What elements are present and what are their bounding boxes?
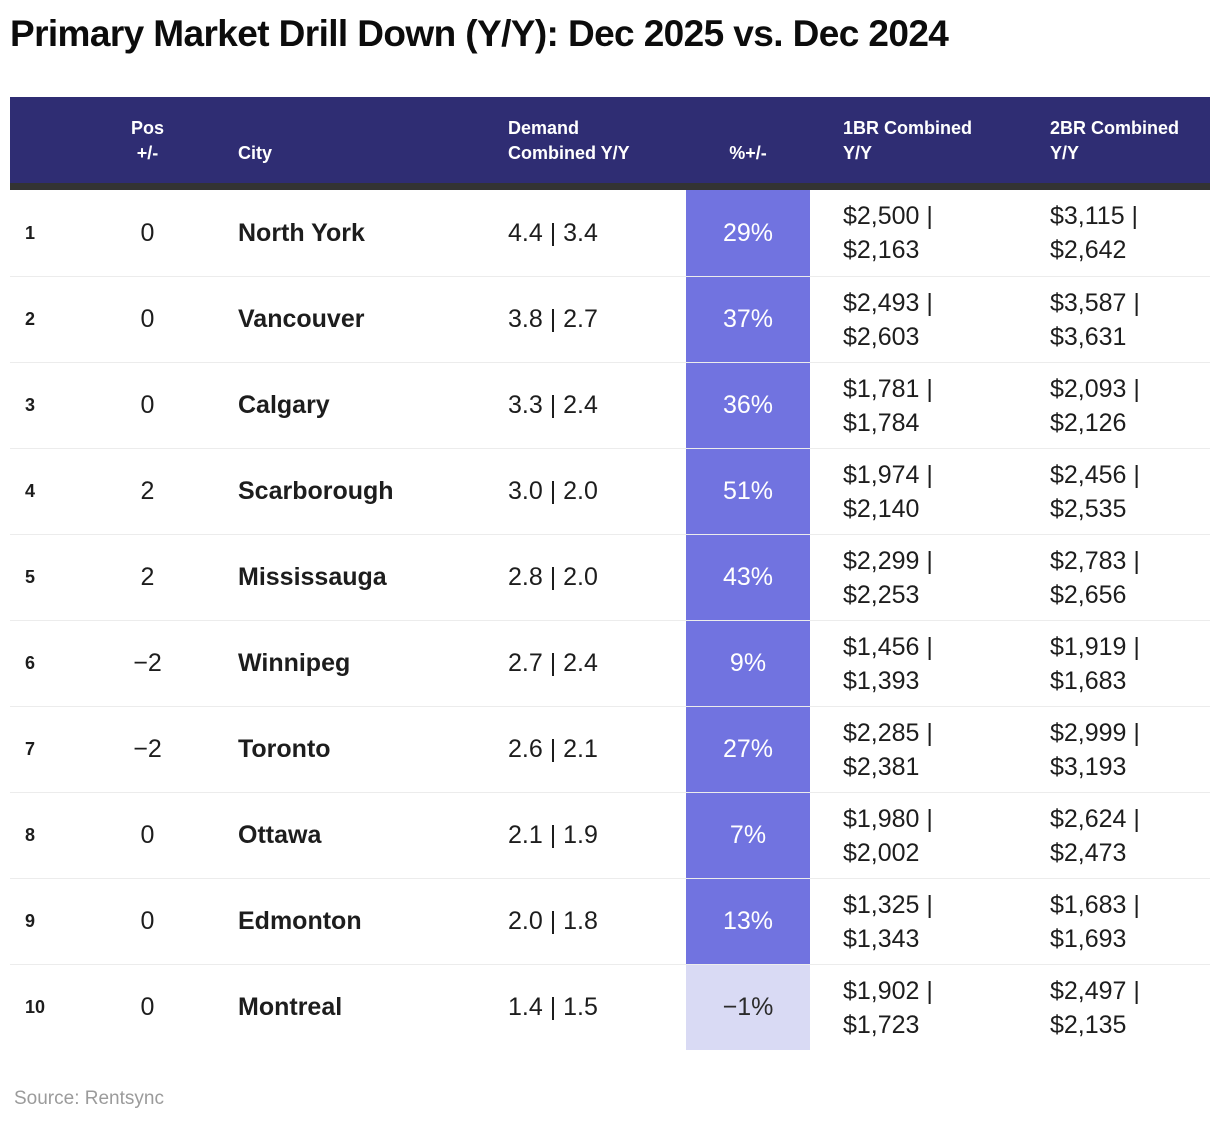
demand-cell: 3.3 | 2.4 bbox=[486, 362, 686, 448]
br1-cell: $2,299 | $2,253 bbox=[810, 534, 1017, 620]
demand-cell: 3.8 | 2.7 bbox=[486, 276, 686, 362]
pct-cell: 29% bbox=[686, 190, 810, 276]
br1-cell: $1,980 | $2,002 bbox=[810, 792, 1017, 878]
rank-cell: 2 bbox=[10, 276, 95, 362]
br2-cell: $1,683 | $1,693 bbox=[1017, 878, 1210, 964]
table-row: 8 0 Ottawa 2.1 | 1.9 7% $1,980 | $2,002 … bbox=[10, 792, 1210, 878]
pct-cell: 43% bbox=[686, 534, 810, 620]
pos-cell: 2 bbox=[95, 448, 200, 534]
br1-cell: $1,781 | $1,784 bbox=[810, 362, 1017, 448]
pct-cell: 37% bbox=[686, 276, 810, 362]
pos-cell: 2 bbox=[95, 534, 200, 620]
pct-cell: 9% bbox=[686, 620, 810, 706]
pos-cell: 0 bbox=[95, 276, 200, 362]
demand-cell: 2.1 | 1.9 bbox=[486, 792, 686, 878]
page-title: Primary Market Drill Down (Y/Y): Dec 202… bbox=[10, 13, 949, 54]
rank-cell: 1 bbox=[25, 222, 36, 243]
pct-cell: 7% bbox=[686, 792, 810, 878]
pos-cell: 0 bbox=[95, 964, 200, 1050]
city-cell: Vancouver bbox=[200, 276, 486, 362]
rank-cell: 3 bbox=[10, 362, 95, 448]
pos-cell: −2 bbox=[95, 706, 200, 792]
city-cell: Toronto bbox=[200, 706, 486, 792]
city-cell: Ottawa bbox=[200, 792, 486, 878]
rank-cell: 7 bbox=[10, 706, 95, 792]
table-row: 5 2 Mississauga 2.8 | 2.0 43% $2,299 | $… bbox=[10, 534, 1210, 620]
br2-cell: $2,093 | $2,126 bbox=[1017, 362, 1210, 448]
pos-cell: 0 bbox=[95, 362, 200, 448]
pct-cell: 36% bbox=[686, 362, 810, 448]
rank-cell: 6 bbox=[10, 620, 95, 706]
header-row: Pos +/- City Demand Combined Y/Y %+/- 1B… bbox=[10, 97, 1210, 190]
rank-cell: 8 bbox=[10, 792, 95, 878]
br1-cell: $1,325 | $1,343 bbox=[810, 878, 1017, 964]
demand-cell: 2.8 | 2.0 bbox=[486, 534, 686, 620]
pos-cell: 0 bbox=[95, 878, 200, 964]
table-header: Pos +/- City Demand Combined Y/Y %+/- 1B… bbox=[10, 97, 1210, 190]
pos-cell: 0 bbox=[95, 792, 200, 878]
br1-cell: $1,902 | $1,723 bbox=[810, 964, 1017, 1050]
rank-cell: 9 bbox=[10, 878, 95, 964]
city-cell: Edmonton bbox=[200, 878, 486, 964]
pos-cell: −2 bbox=[95, 620, 200, 706]
table-row: 7 −2 Toronto 2.6 | 2.1 27% $2,285 | $2,3… bbox=[10, 706, 1210, 792]
header-rank bbox=[10, 97, 95, 190]
pct-cell: 51% bbox=[686, 448, 810, 534]
city-cell: Winnipeg bbox=[200, 620, 486, 706]
city-cell: Montreal bbox=[200, 964, 486, 1050]
source-note: Source: Rentsync bbox=[14, 1088, 164, 1109]
header-pos-change: Pos +/- bbox=[95, 97, 200, 190]
br2-cell: $2,456 | $2,535 bbox=[1017, 448, 1210, 534]
br2-cell: $3,115 | $2,642 bbox=[1050, 202, 1139, 264]
demand-cell: 1.4 | 1.5 bbox=[486, 964, 686, 1050]
br2-cell: $2,497 | $2,135 bbox=[1017, 964, 1210, 1050]
br1-cell: $1,456 | $1,393 bbox=[810, 620, 1017, 706]
rank-cell: 4 bbox=[10, 448, 95, 534]
demand-cell: 2.7 | 2.4 bbox=[486, 620, 686, 706]
table-row: 4 2 Scarborough 3.0 | 2.0 51% $1,974 | $… bbox=[10, 448, 1210, 534]
demand-cell: 3.0 | 2.0 bbox=[486, 448, 686, 534]
rank-cell: 5 bbox=[10, 534, 95, 620]
br2-cell: $2,783 | $2,656 bbox=[1017, 534, 1210, 620]
br2-cell: $2,999 | $3,193 bbox=[1017, 706, 1210, 792]
br1-cell: $2,285 | $2,381 bbox=[810, 706, 1017, 792]
pct-cell: 27% bbox=[686, 706, 810, 792]
table-row: 6 −2 Winnipeg 2.7 | 2.4 9% $1,456 | $1,3… bbox=[10, 620, 1210, 706]
rank-cell: 10 bbox=[10, 964, 95, 1050]
table-body: 1 0 North York 4.4 | 3.4 29% $2,500 | $2… bbox=[10, 190, 1210, 1050]
table-row: 3 0 Calgary 3.3 | 2.4 36% $1,781 | $1,78… bbox=[10, 362, 1210, 448]
pct-cell: −1% bbox=[686, 964, 810, 1050]
header-1br-combined: 1BR Combined Y/Y bbox=[810, 97, 1017, 190]
city-cell: Mississauga bbox=[200, 534, 486, 620]
table-row: 9 0 Edmonton 2.0 | 1.8 13% $1,325 | $1,3… bbox=[10, 878, 1210, 964]
br1-cell: $2,493 | $2,603 bbox=[810, 276, 1017, 362]
pct-cell: 13% bbox=[686, 878, 810, 964]
demand-cell: 2.6 | 2.1 bbox=[486, 706, 686, 792]
br1-cell: $1,974 | $2,140 bbox=[810, 448, 1017, 534]
demand-cell: 2.0 | 1.8 bbox=[486, 878, 686, 964]
city-cell: North York bbox=[238, 218, 365, 247]
table-row: 10 0 Montreal 1.4 | 1.5 −1% $1,902 | $1,… bbox=[10, 964, 1210, 1050]
br2-cell: $2,624 | $2,473 bbox=[1017, 792, 1210, 878]
header-city: City bbox=[200, 97, 486, 190]
market-drilldown-table: Pos +/- City Demand Combined Y/Y %+/- 1B… bbox=[10, 97, 1210, 1050]
pos-cell: 0 bbox=[140, 218, 155, 247]
header-2br-combined: 2BR Combined Y/Y bbox=[1017, 97, 1210, 190]
city-cell: Calgary bbox=[200, 362, 486, 448]
table-row: 2 0 Vancouver 3.8 | 2.7 37% $2,493 | $2,… bbox=[10, 276, 1210, 362]
demand-cell: 4.4 | 3.4 bbox=[508, 218, 598, 247]
br1-cell: $2,500 | $2,163 bbox=[843, 202, 933, 264]
header-demand-combined: Demand Combined Y/Y bbox=[486, 97, 686, 190]
table-row: 1 0 North York 4.4 | 3.4 29% $2,500 | $2… bbox=[10, 190, 1210, 276]
city-cell: Scarborough bbox=[200, 448, 486, 534]
header-percent-change: %+/- bbox=[686, 97, 810, 190]
br2-cell: $1,919 | $1,683 bbox=[1017, 620, 1210, 706]
br2-cell: $3,587 | $3,631 bbox=[1017, 276, 1210, 362]
